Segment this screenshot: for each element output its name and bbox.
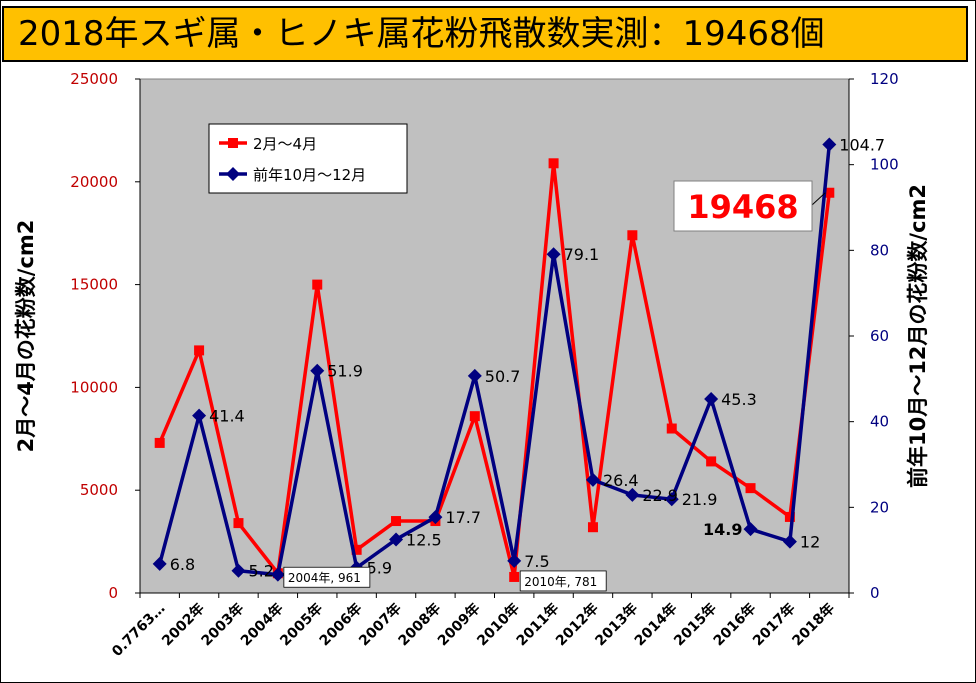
x-tick-label: 2009年	[434, 600, 483, 649]
series-1-point	[270, 567, 285, 582]
x-tick-label: 2011年	[513, 600, 562, 649]
series-1-point	[625, 487, 640, 502]
series-0-point	[154, 437, 165, 448]
data-label: 45.3	[721, 390, 757, 409]
series-0-point	[469, 411, 480, 422]
x-tick-label: 2015年	[670, 600, 719, 649]
data-label: 26.4	[603, 471, 639, 490]
series-1-point	[585, 472, 600, 487]
callout-box	[283, 566, 371, 588]
series-0-point	[351, 544, 362, 555]
series-1-point	[704, 391, 719, 406]
series-line-0	[158, 161, 832, 579]
series-0-point	[666, 423, 677, 434]
x-tick-label: 2002年	[158, 600, 207, 649]
series-1-point	[152, 556, 167, 571]
data-label: 104.7	[839, 136, 885, 155]
series-1-point	[664, 492, 679, 507]
right-tick-label: 120	[870, 70, 899, 88]
series-0-point	[548, 158, 559, 169]
series-0-point	[627, 230, 638, 241]
series-0-point	[312, 279, 323, 290]
highlight-value: 19468	[687, 188, 798, 226]
series-0-point	[391, 516, 402, 527]
x-tick-label: 2017年	[749, 600, 798, 649]
left-tick-label: 5000	[80, 481, 118, 499]
right-tick-label: 80	[870, 241, 889, 259]
series-0-point	[509, 571, 520, 582]
data-label: 41.4	[209, 407, 245, 426]
legend-swatch-marker	[228, 138, 238, 148]
series-1-point	[231, 563, 246, 578]
x-tick-label: 2013年	[592, 600, 641, 649]
left-tick-label: 25000	[70, 70, 118, 88]
data-label: 14.9	[703, 520, 742, 539]
right-tick-label: 0	[870, 584, 880, 602]
series-0-point	[706, 456, 717, 467]
series-0-point	[587, 522, 598, 533]
series-1-point	[822, 137, 837, 152]
highlight-leader	[811, 192, 826, 206]
left-axis-title: 2月～4月の花粉数/cm2	[14, 220, 38, 453]
right-tick-label: 60	[870, 327, 889, 345]
data-label: 7.5	[524, 552, 549, 571]
left-tick-label: 10000	[70, 378, 118, 396]
callout-box	[519, 570, 607, 592]
left-tick-label: 15000	[70, 276, 118, 294]
x-tick-label: 2018年	[789, 600, 838, 649]
series-1-point	[192, 408, 207, 423]
legend-box	[208, 123, 408, 194]
callout-text: 2004年, 961	[288, 571, 361, 585]
series-1-point	[310, 363, 325, 378]
x-tick-label: 2007年	[355, 600, 404, 649]
right-axis-title: 前年10月～12月の花粉数/cm2	[906, 184, 930, 488]
x-tick-label: 2010年	[474, 600, 523, 649]
series-1-point	[743, 522, 758, 537]
x-tick-label: 2008年	[395, 600, 444, 649]
series-0-point	[784, 511, 795, 522]
x-tick-label: 2003年	[198, 600, 247, 649]
series-1-point	[546, 247, 561, 262]
legend-swatch-marker	[226, 167, 240, 181]
series-1-point	[467, 368, 482, 383]
x-tick-label: 2014年	[631, 600, 680, 649]
series-1-point	[389, 532, 404, 547]
x-tick-label: 2006年	[316, 600, 365, 649]
series-1-point	[782, 534, 797, 549]
right-tick-label: 40	[870, 413, 889, 431]
series-1-point	[428, 510, 443, 525]
x-tick-label: 2005年	[277, 600, 326, 649]
x-tick-label: 2016年	[710, 600, 759, 649]
left-tick-label: 0	[108, 584, 118, 602]
series-0-point	[745, 483, 756, 494]
data-label: 6.8	[170, 555, 195, 574]
series-0-point	[233, 518, 244, 529]
legend-label: 前年10月～12月	[253, 166, 366, 184]
series-line-1	[158, 144, 832, 577]
series-0-point	[824, 187, 835, 198]
left-tick-label: 20000	[70, 173, 118, 191]
data-label: 5.9	[367, 559, 392, 578]
series-1-point	[507, 553, 522, 568]
data-label: 12.5	[406, 530, 442, 549]
callout-text: 2010年, 781	[524, 575, 597, 589]
right-tick-label: 20	[870, 498, 889, 516]
chart-title: 2018年スギ属・ヒノキ属花粉飛散数実測：19468個	[2, 6, 968, 62]
data-label: 51.9	[327, 362, 363, 381]
series-0-point	[194, 345, 205, 356]
data-label: 12	[800, 533, 820, 552]
data-label: 79.1	[564, 245, 600, 264]
data-label: 21.9	[682, 490, 718, 509]
right-tick-label: 100	[870, 156, 899, 174]
data-label: 5.2	[248, 562, 273, 581]
data-label: 17.7	[445, 508, 481, 527]
x-tick-label: 2012年	[552, 600, 601, 649]
data-label: 50.7	[485, 367, 521, 386]
data-label: 22.9	[642, 486, 678, 505]
x-tick-label: 2004年	[237, 600, 286, 649]
x-tick-label: 0.7763…	[109, 601, 168, 660]
highlight-box	[673, 180, 813, 232]
legend-label: 2月～4月	[253, 135, 317, 153]
